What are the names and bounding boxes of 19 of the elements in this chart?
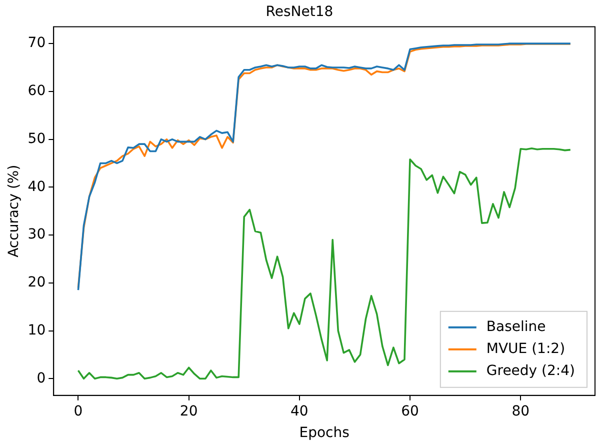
y-tick-label: 10 (28, 322, 46, 338)
y-tick-label: 40 (28, 178, 46, 195)
y-tick-label: 60 (28, 83, 46, 100)
y-axis-title: Accuracy (%) (6, 164, 22, 258)
legend-label: Greedy (2:4) (486, 363, 576, 380)
y-tick-label: 50 (28, 130, 46, 147)
x-tick-label: 80 (512, 403, 530, 420)
legend-label: Baseline (486, 319, 546, 336)
y-tick-label: 30 (28, 226, 46, 243)
y-tick-label: 70 (28, 35, 46, 52)
legend-label: MVUE (1:2) (486, 341, 566, 358)
x-tick-label: 0 (74, 403, 83, 420)
x-tick-label: 60 (401, 403, 419, 420)
chart-title: ResNet18 (266, 4, 334, 20)
x-tick-label: 40 (290, 403, 308, 420)
x-tick-label: 20 (180, 403, 198, 420)
y-tick-label: 0 (36, 370, 46, 386)
y-tick-label: 20 (28, 274, 46, 291)
x-axis-title: Epochs (299, 425, 350, 442)
